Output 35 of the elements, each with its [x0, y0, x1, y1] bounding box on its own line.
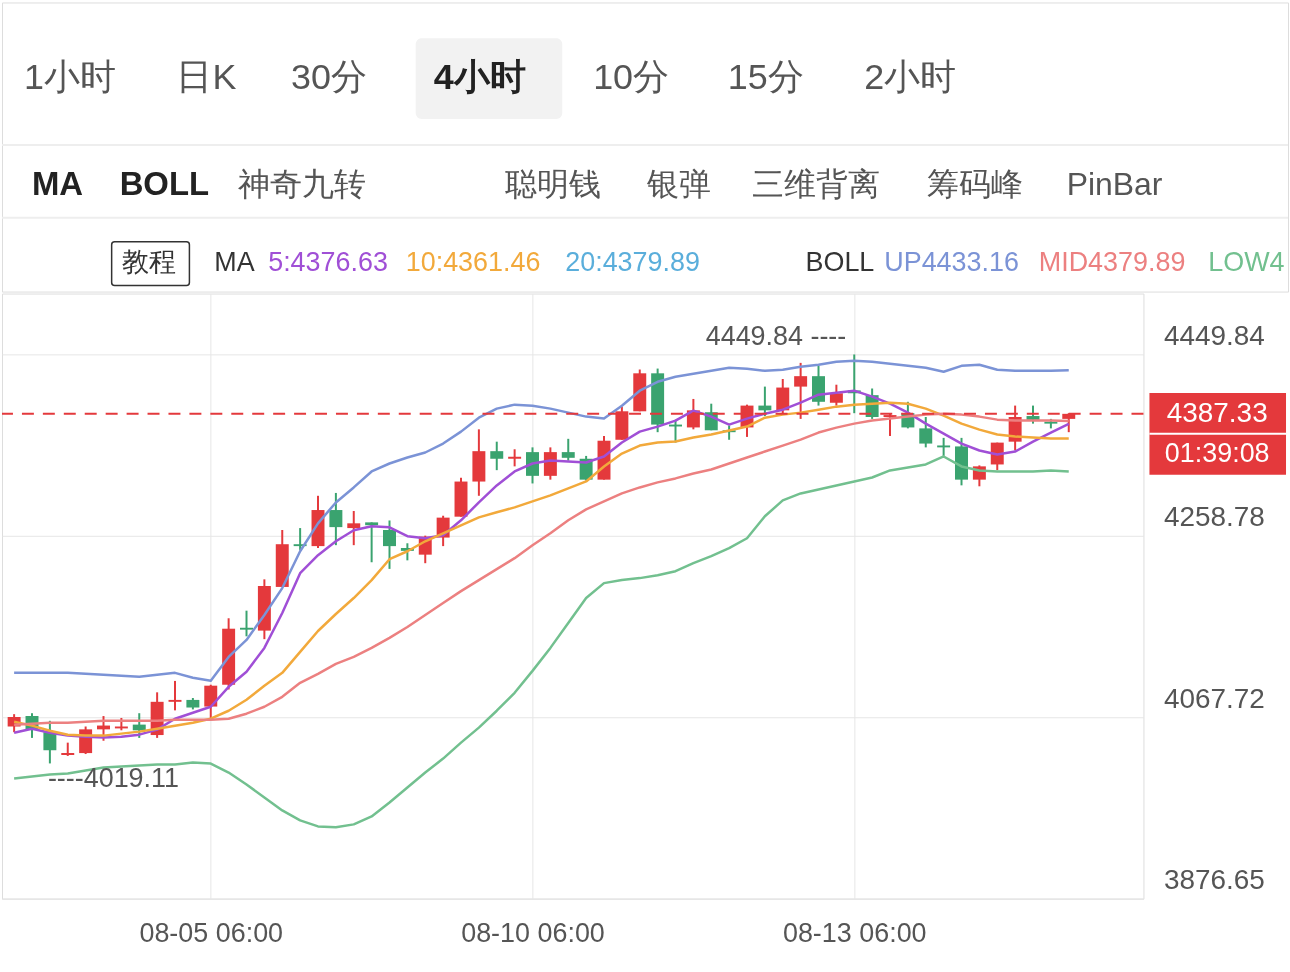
text: LOW4 [1208, 246, 1285, 277]
text: 筹码峰 [927, 165, 1024, 202]
text: 教程 [121, 246, 176, 277]
text: 神奇九转 [238, 165, 367, 202]
text: UP4433.16 [884, 246, 1019, 277]
annotation: 4449.84 ---- [705, 320, 847, 351]
text: 15分 [727, 57, 804, 98]
text: PinBar [1066, 165, 1163, 202]
text: MA [214, 246, 255, 277]
text: MID4379.89 [1038, 246, 1186, 277]
text: 日K [176, 57, 237, 98]
text: 4小时 [433, 57, 526, 98]
text: 银弹 [645, 165, 711, 202]
text: BOLL [805, 246, 875, 277]
text: 5:4376.63 [268, 246, 388, 277]
text: 01:39:08 [1164, 437, 1270, 468]
text: 10分 [593, 57, 670, 98]
annotation: ----4019.11 [47, 763, 179, 794]
text: 30分 [291, 57, 367, 98]
text: BOLL [119, 164, 210, 202]
x-tick-label: 08-05 06:00 [139, 918, 284, 949]
text: 三维背离 [751, 165, 880, 202]
text: 1小时 [23, 57, 116, 98]
y-tick-label: 4067.72 [1163, 682, 1265, 714]
text: 聪明钱 [505, 165, 602, 202]
x-tick-label: 08-13 06:00 [782, 918, 927, 949]
y-tick-label: 4449.84 [1163, 320, 1265, 352]
y-tick-label: 3876.65 [1163, 864, 1265, 896]
text: 20:4379.89 [565, 246, 700, 277]
ref-line-label: 4387.33 [1166, 396, 1268, 428]
text: 10:4361.46 [405, 246, 541, 277]
x-tick-label: 08-10 06:00 [461, 918, 605, 949]
y-tick-label: 4258.78 [1163, 501, 1265, 533]
text: MA [31, 164, 84, 202]
text: 2小时 [864, 57, 957, 98]
